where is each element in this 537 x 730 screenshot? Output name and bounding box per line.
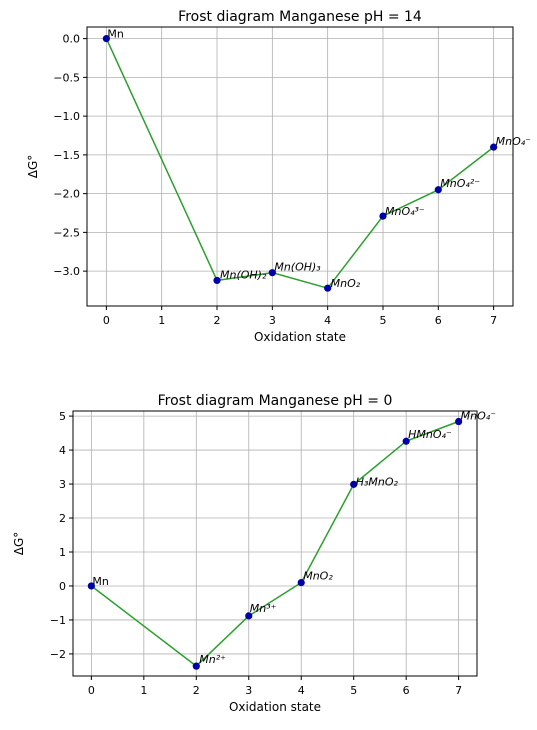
chart-2: 0 1 2 3 4 5 6 7 5 4 3 2 1 0 −1 −2 Frost diagram Manganes… xyxy=(12,393,496,714)
x-tick-label: 6 xyxy=(403,684,410,697)
y-tick-label: 4 xyxy=(59,444,66,457)
x-tick-label: 5 xyxy=(350,684,357,697)
y-tick-label: 2 xyxy=(59,512,66,525)
data-point xyxy=(434,186,442,194)
y-tick-label: 0.0 xyxy=(63,33,81,46)
x-tick-label: 2 xyxy=(193,684,200,697)
data-point xyxy=(102,35,110,43)
x-tick-label: 6 xyxy=(435,314,442,327)
y-axis-label: ΔG° xyxy=(12,532,26,556)
data-point xyxy=(490,143,498,151)
data-point xyxy=(324,284,332,292)
data-point xyxy=(350,480,358,488)
data-point-label: HMnO₄⁻ xyxy=(408,428,452,441)
x-axis-label: Oxidation state xyxy=(254,330,346,344)
chart-title: Frost diagram Manganese pH = 14 xyxy=(178,9,422,25)
x-tick-label: 1 xyxy=(158,314,165,327)
y-axis-label: ΔG° xyxy=(26,155,40,179)
data-point xyxy=(379,212,387,220)
data-point xyxy=(455,417,463,426)
y-tick-label: 3 xyxy=(59,478,66,491)
data-point-label: H₃MnO₂ xyxy=(356,475,399,488)
x-tick-label: 5 xyxy=(379,314,386,327)
data-point-label: MnO₂ xyxy=(331,277,361,290)
data-point-label: Mn xyxy=(92,575,108,588)
y-tick-label: −2.5 xyxy=(53,226,80,239)
plot-frame xyxy=(72,410,478,677)
data-point-label: MnO₄⁻ xyxy=(496,135,532,148)
data-point-label: Mn³⁺ xyxy=(250,602,277,615)
x-tick-label: 1 xyxy=(140,684,147,697)
x-tick-label: 7 xyxy=(490,314,497,327)
x-tick-label: 0 xyxy=(88,684,95,697)
y-tick-label: 0 xyxy=(59,580,66,593)
y-tick-label: −2 xyxy=(50,648,66,661)
y-tick-label: −0.5 xyxy=(53,71,80,84)
data-point xyxy=(213,276,221,285)
series-line xyxy=(105,38,495,290)
y-tick-label: −2.0 xyxy=(53,188,80,201)
y-tick-label: 5 xyxy=(59,410,66,423)
data-point-label: Mn xyxy=(107,28,123,41)
data-point-label: MnO₂ xyxy=(303,570,333,583)
chart-title: Frost diagram Manganese pH = 0 xyxy=(158,393,393,409)
x-tick-label: 4 xyxy=(298,684,305,697)
data-point-label: MnO₄³⁻ xyxy=(385,205,425,218)
data-point xyxy=(402,437,410,445)
y-tick-label: −1 xyxy=(50,614,66,627)
y-tick-label: 1 xyxy=(59,546,66,559)
plot-frame xyxy=(86,26,514,307)
x-tick-label: 7 xyxy=(455,684,462,697)
x-tick-label: 3 xyxy=(245,684,252,697)
y-tick-label: −3.0 xyxy=(53,265,80,278)
data-point xyxy=(297,578,305,587)
data-point xyxy=(192,662,200,670)
series-line xyxy=(90,420,459,668)
data-point xyxy=(245,612,253,620)
x-tick-label: 2 xyxy=(214,314,221,327)
y-tick-label: −1.5 xyxy=(53,149,80,162)
chart-1: 0 1 2 3 4 5 6 7 0.0 −0.5 −1.0 −1.5 −2.0 −2.5 −3.0 Frost… xyxy=(26,9,531,344)
data-point xyxy=(87,582,95,590)
x-tick-label: 4 xyxy=(324,314,331,327)
x-tick-label: 0 xyxy=(103,314,110,327)
data-point-label: Mn²⁺ xyxy=(199,653,226,666)
x-tick-label: 3 xyxy=(269,314,276,327)
data-point-label: Mn(OH)₂ xyxy=(220,268,267,281)
data-point-label: MnO₄⁻ xyxy=(461,410,497,423)
x-axis-label: Oxidation state xyxy=(229,700,321,714)
data-point-label: MnO₄²⁻ xyxy=(440,177,480,190)
y-tick-label: −1.0 xyxy=(53,110,80,123)
data-point-label: Mn(OH)₃ xyxy=(274,261,321,274)
data-point xyxy=(268,269,276,277)
